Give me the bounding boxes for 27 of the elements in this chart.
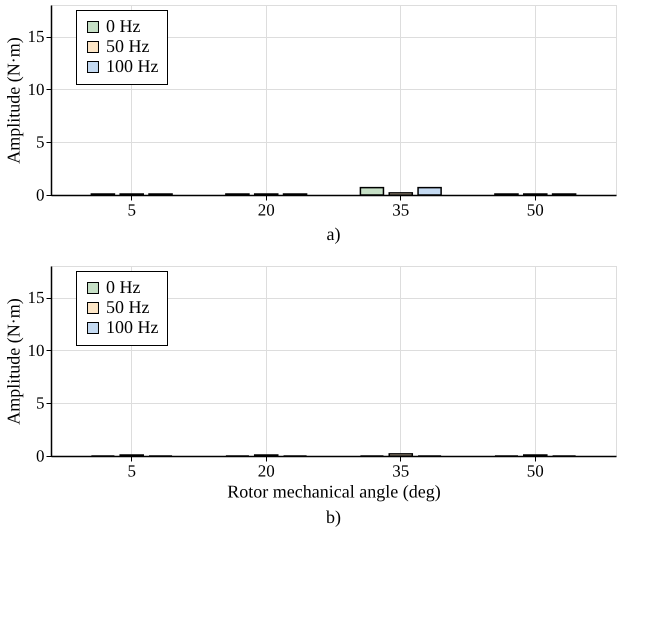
legend-label: 50 Hz bbox=[106, 297, 150, 317]
y-tick-label: 5 bbox=[36, 132, 44, 152]
x-axis-title: Rotor mechanical angle (deg) bbox=[227, 482, 441, 502]
y-tick-label: 5 bbox=[36, 394, 44, 413]
x-tick-label: 20 bbox=[258, 200, 275, 220]
y-tick-label: 10 bbox=[28, 340, 44, 360]
x-tick-label: 50 bbox=[526, 200, 544, 220]
y-axis-title: Amplitude (N·m) bbox=[4, 37, 24, 164]
y-tick-label: 0 bbox=[36, 186, 44, 204]
x-tick-label: 35 bbox=[392, 462, 410, 480]
y-tick-label: 15 bbox=[28, 288, 44, 308]
x-tick-label: 50 bbox=[526, 462, 544, 480]
x-tick-label: 35 bbox=[392, 200, 410, 220]
y-axis-title: Amplitude (N·m) bbox=[4, 298, 24, 425]
legend-label: 0 Hz bbox=[106, 277, 140, 297]
y-tick-label: 15 bbox=[28, 27, 44, 46]
x-tick-label: 5 bbox=[127, 200, 136, 220]
legend-label: 100 Hz bbox=[106, 56, 158, 76]
text: a) bbox=[326, 224, 340, 244]
legend-label: 50 Hz bbox=[106, 36, 150, 56]
y-tick-label: 0 bbox=[36, 446, 44, 466]
y-tick-label: 10 bbox=[28, 80, 44, 99]
x-tick-label: 20 bbox=[258, 462, 275, 480]
legend-label: 100 Hz bbox=[106, 317, 158, 337]
legend-label: 0 Hz bbox=[106, 16, 140, 36]
x-tick-label: 5 bbox=[127, 462, 136, 480]
text: b) bbox=[326, 507, 341, 527]
